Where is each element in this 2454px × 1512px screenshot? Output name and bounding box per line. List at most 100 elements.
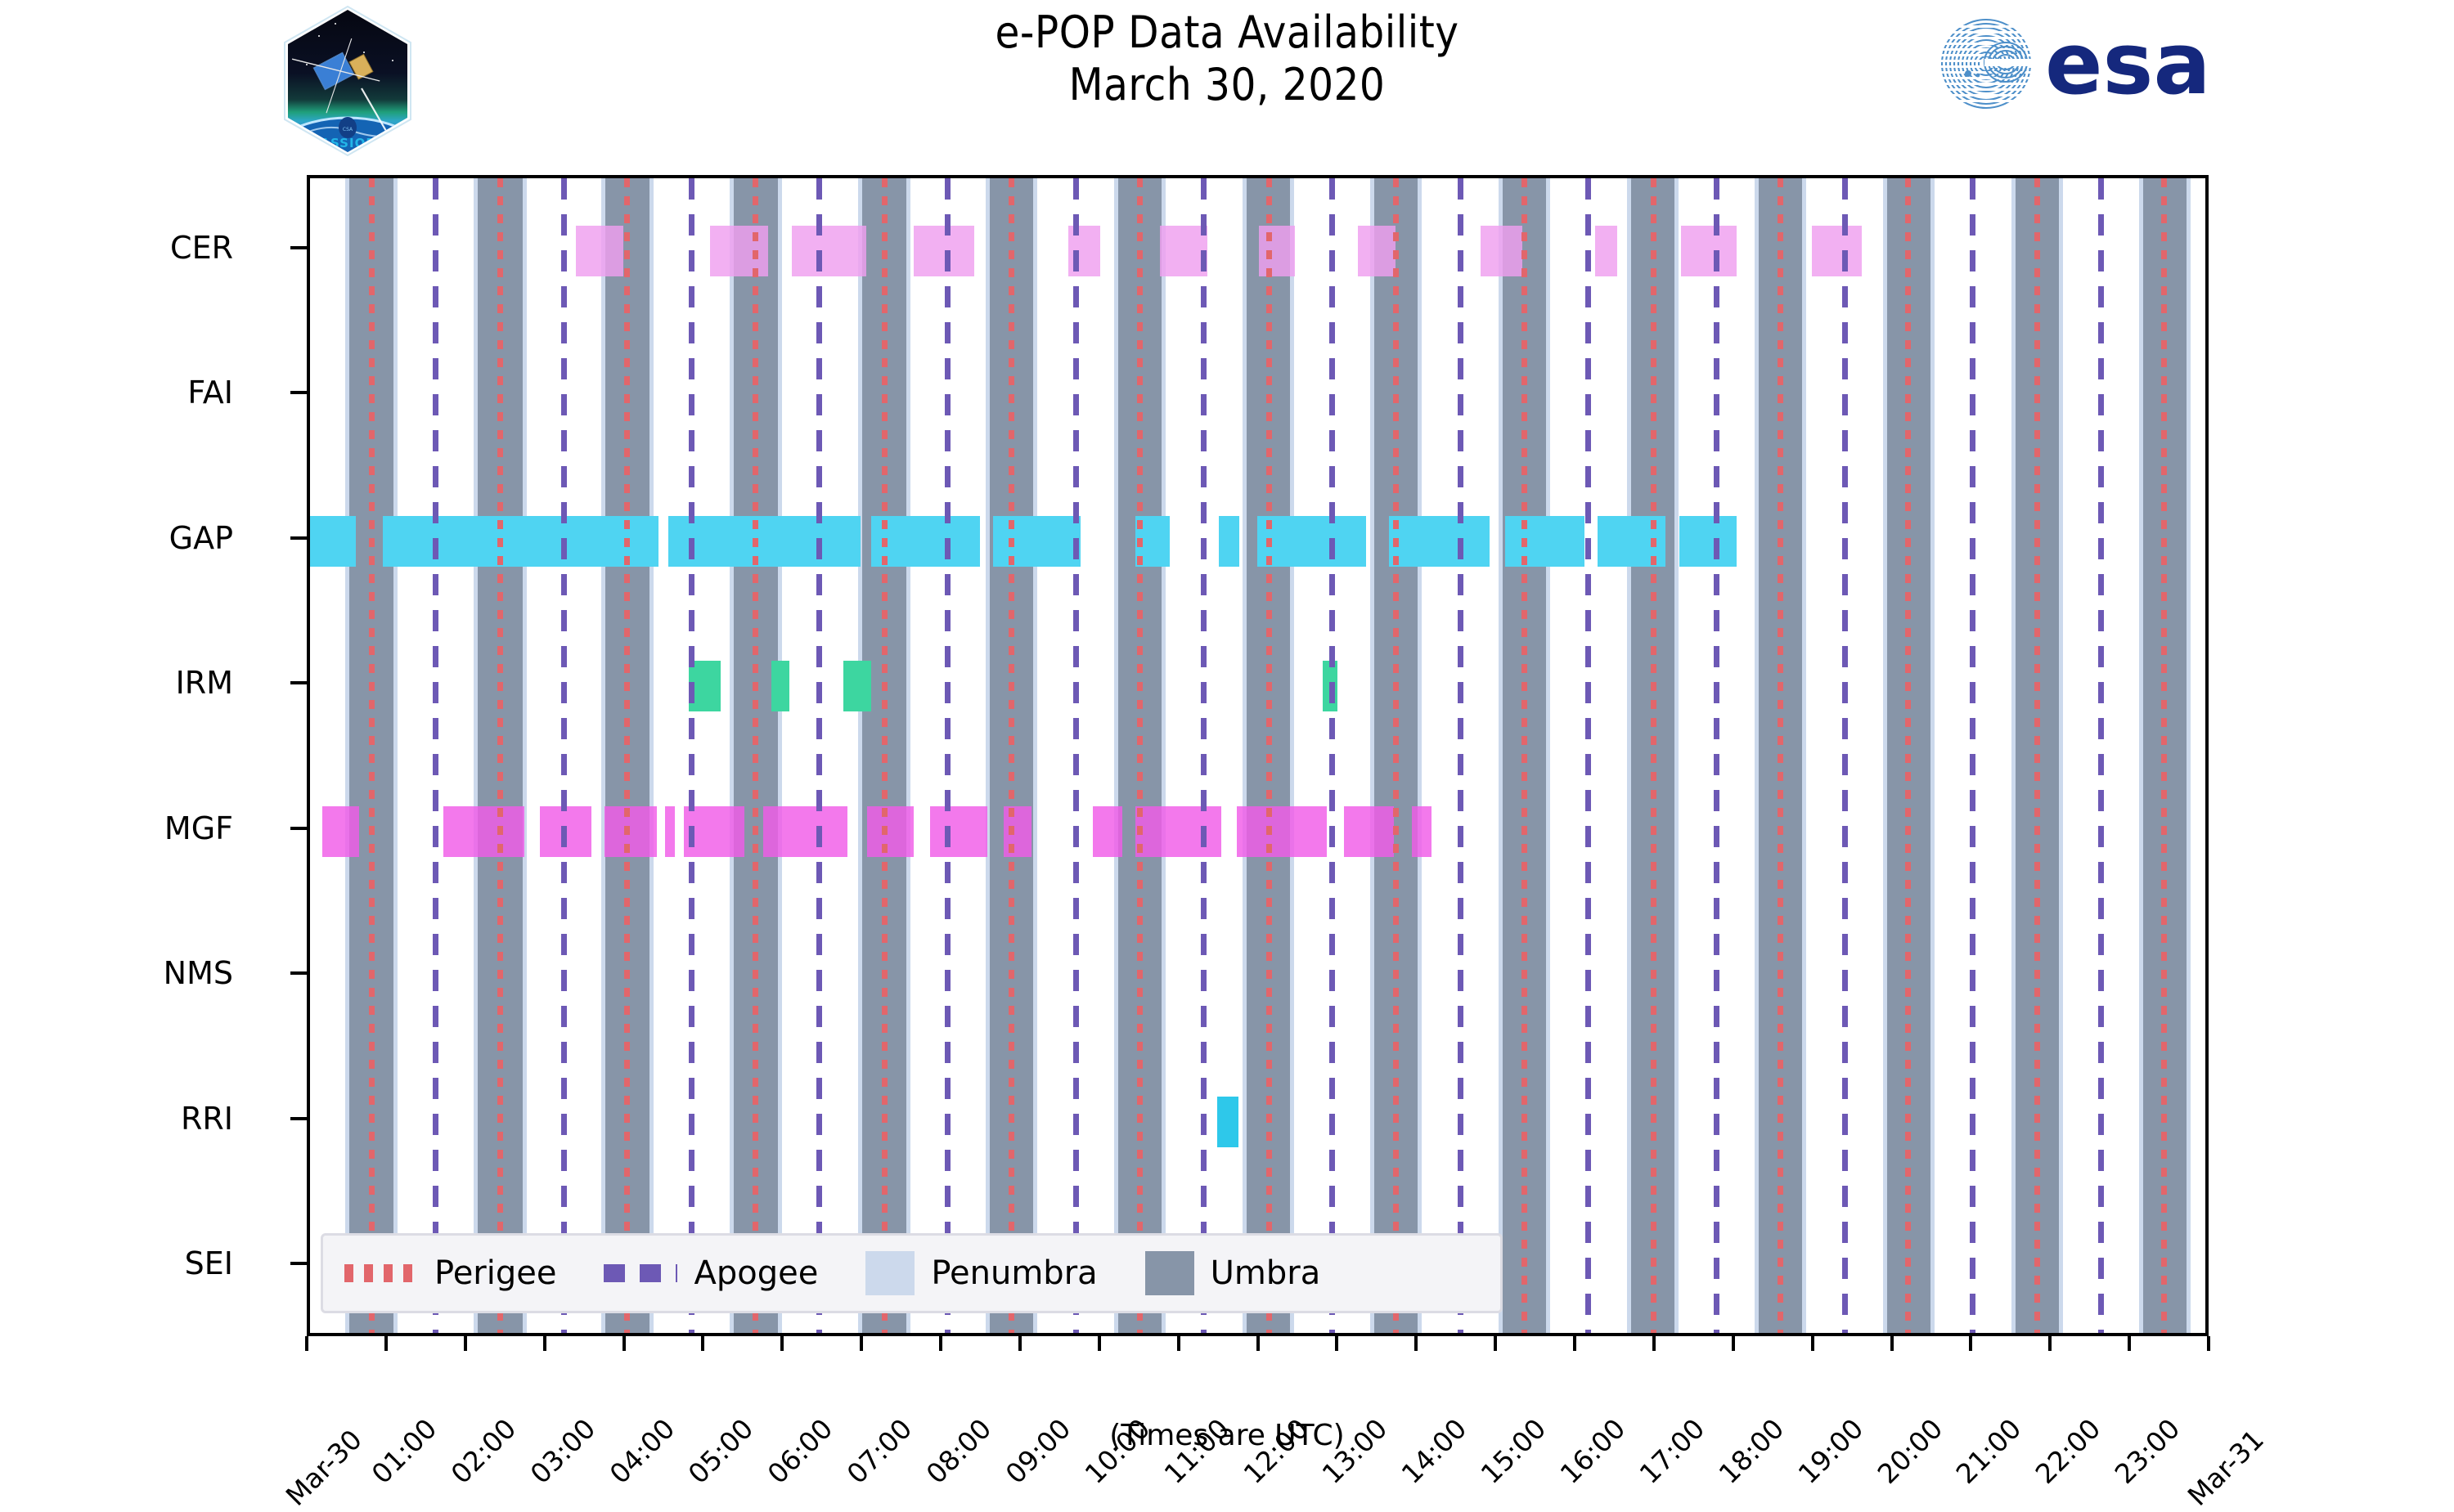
data-bar-cer: [1258, 225, 1296, 276]
data-bar-cer: [1480, 225, 1523, 276]
x-tick-label: 04:00: [603, 1412, 681, 1491]
y-tick-mark: [290, 536, 307, 540]
y-tick-label-sei: SEI: [184, 1245, 233, 1282]
data-bar-cer: [1357, 225, 1396, 276]
data-bar-gap: [1219, 515, 1240, 567]
x-tick-label: Mar-30: [279, 1423, 368, 1512]
apogee-line: [1458, 178, 1464, 1333]
penumbra-swatch: [865, 1251, 915, 1295]
esa-logo-text: esa: [2045, 15, 2211, 113]
x-tick-label: 01:00: [365, 1412, 443, 1491]
apogee-line: [1585, 178, 1592, 1333]
data-bar-gap: [1389, 515, 1490, 567]
perigee-line-swatch: [344, 1264, 418, 1282]
data-bar-mgf: [443, 805, 524, 857]
data-bar-mgf: [1411, 805, 1432, 857]
umbra-swatch: [1144, 1251, 1194, 1295]
chart-plot-area: [307, 175, 2209, 1336]
chart-legend: Perigee Apogee Penumbra Umbra: [321, 1233, 1503, 1313]
x-tick-mark: [2207, 1336, 2210, 1351]
y-tick-label-nms: NMS: [163, 955, 233, 992]
x-tick-mark: [1969, 1336, 1973, 1351]
x-tick-mark: [1097, 1336, 1101, 1351]
chart-plot-inner: [310, 178, 2205, 1333]
y-tick-label-fai: FAI: [187, 375, 233, 411]
perigee-line: [1265, 178, 1272, 1333]
apogee-line: [945, 178, 951, 1333]
x-tick-mark: [1573, 1336, 1576, 1351]
x-tick-mark: [1414, 1336, 1418, 1351]
apogee-line: [689, 178, 695, 1333]
data-bar-irm: [843, 661, 871, 712]
legend-item-apogee: Apogee: [604, 1254, 865, 1292]
data-bar-mgf: [1093, 805, 1122, 857]
y-tick-label-irm: IRM: [175, 665, 233, 702]
data-bar-mgf: [1003, 805, 1031, 857]
x-tick-mark: [463, 1336, 467, 1351]
data-bar-gap: [310, 515, 357, 567]
perigee-line: [752, 178, 758, 1333]
x-tick-label: 21:00: [1949, 1412, 2028, 1491]
data-bar-cer: [1811, 225, 1862, 276]
page-title: e-POP Data Availability March 30, 2020: [614, 7, 1840, 110]
data-bar-cer: [1680, 225, 1737, 276]
y-tick-label-gap: GAP: [169, 519, 233, 556]
y-tick-mark: [290, 1116, 307, 1120]
apogee-line: [432, 178, 438, 1333]
x-tick-mark: [305, 1336, 308, 1351]
data-bar-mgf: [1237, 805, 1327, 857]
cassiope-logo: CSA CASSIOPE: [270, 3, 425, 159]
x-tick-mark: [1018, 1336, 1022, 1351]
y-tick-label-cer: CER: [170, 229, 233, 266]
data-bar-mgf: [763, 805, 847, 857]
apogee-line: [1073, 178, 1080, 1333]
x-tick-label: 02:00: [444, 1412, 523, 1491]
esa-logo: esa: [1930, 14, 2307, 114]
x-tick-label: 20:00: [1871, 1412, 1948, 1491]
legend-label: Penumbra: [931, 1254, 1098, 1292]
x-tick-label: 18:00: [1712, 1412, 1791, 1491]
x-tick-mark: [542, 1336, 546, 1351]
x-tick-mark: [780, 1336, 784, 1351]
x-tick-mark: [860, 1336, 864, 1351]
data-bar-gap: [993, 515, 1081, 567]
chart-title-line2: March 30, 2020: [1068, 58, 1386, 110]
data-bar-mgf: [321, 805, 360, 857]
apogee-line: [1714, 178, 1720, 1333]
data-bar-cer: [914, 225, 974, 276]
data-bar-mgf: [665, 805, 675, 857]
x-tick-mark: [939, 1336, 942, 1351]
chart-title-line1: e-POP Data Availability: [995, 7, 1459, 58]
data-bar-mgf: [1135, 805, 1222, 857]
y-tick-mark: [290, 826, 307, 830]
esa-globe-icon: [1937, 18, 2035, 110]
y-tick-label-rri: RRI: [180, 1100, 233, 1137]
x-tick-mark: [1890, 1336, 1894, 1351]
legend-label: Umbra: [1210, 1254, 1321, 1292]
data-bar-cer: [575, 225, 623, 276]
x-tick-mark: [1256, 1336, 1260, 1351]
perigee-line: [2034, 178, 2041, 1333]
x-tick-mark: [701, 1336, 705, 1351]
x-tick-label: 19:00: [1791, 1412, 1870, 1491]
data-bar-mgf: [605, 805, 658, 857]
x-tick-label: 05:00: [681, 1412, 760, 1491]
data-bar-gap: [870, 515, 980, 567]
y-tick-mark: [290, 391, 307, 395]
perigee-line: [624, 178, 630, 1333]
data-bar-cer: [1595, 225, 1618, 276]
data-bar-gap: [667, 515, 861, 567]
x-tick-mark: [2128, 1336, 2132, 1351]
apogee-line: [1969, 178, 1975, 1333]
apogee-line: [560, 178, 567, 1333]
perigee-line: [1521, 178, 1527, 1333]
data-bar-rri: [1217, 1096, 1239, 1147]
apogee-line: [2097, 178, 2104, 1333]
x-tick-mark: [1652, 1336, 1656, 1351]
legend-label: Perigee: [434, 1254, 557, 1292]
x-tick-label: 16:00: [1553, 1412, 1632, 1491]
x-tick-mark: [1176, 1336, 1180, 1351]
legend-item-penumbra: Penumbra: [865, 1251, 1144, 1295]
perigee-line: [1777, 178, 1783, 1333]
perigee-line: [881, 178, 888, 1333]
